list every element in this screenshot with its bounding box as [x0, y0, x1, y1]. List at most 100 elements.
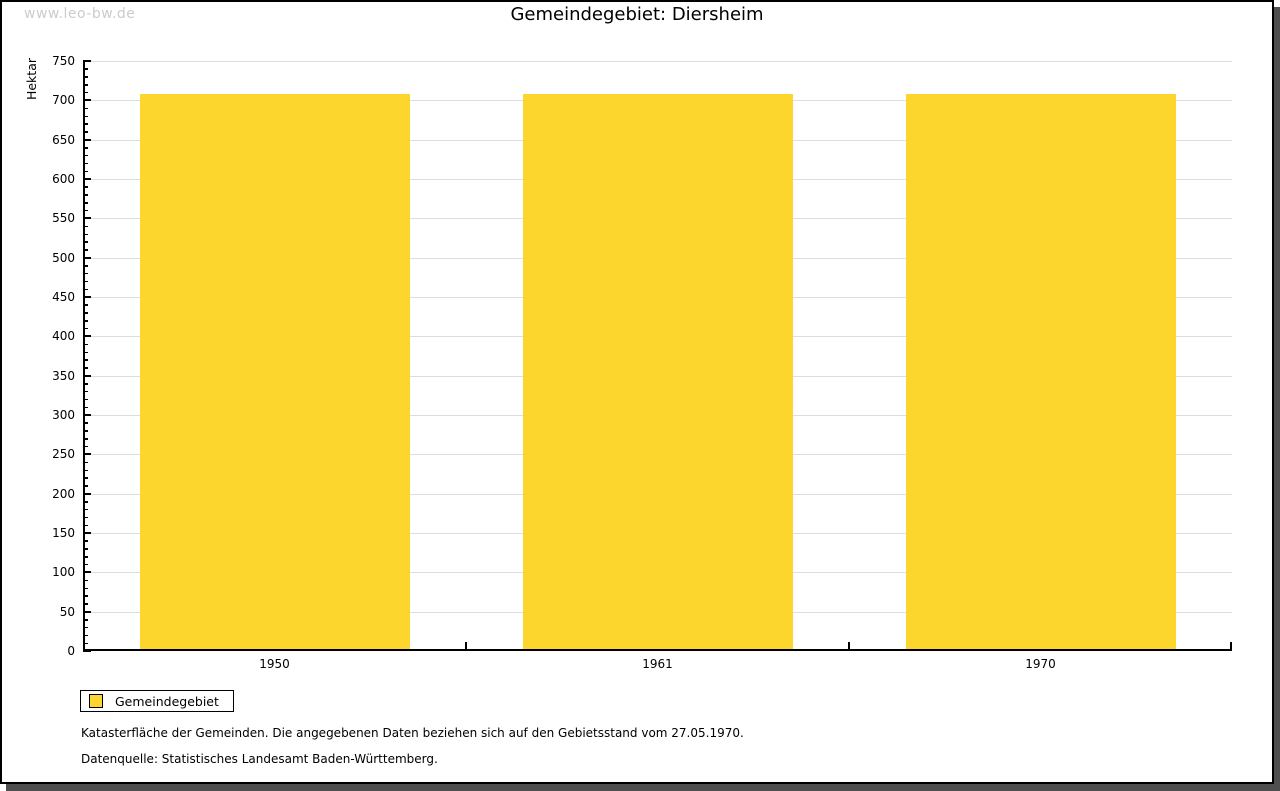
y-tick-label: 200 [52, 486, 75, 501]
y-minor-tick [83, 351, 88, 354]
y-minor-tick [83, 563, 88, 566]
x-tick-label: 1950 [259, 657, 290, 671]
y-major-tick [83, 650, 91, 652]
y-minor-tick [83, 225, 88, 228]
y-tick-label: 500 [52, 250, 75, 265]
y-minor-tick [83, 430, 88, 432]
y-tick-label: 550 [52, 211, 75, 226]
y-minor-tick [83, 516, 88, 519]
y-tick-label: 250 [52, 447, 75, 462]
y-minor-tick [83, 107, 88, 110]
y-major-tick [83, 532, 91, 534]
y-minor-tick [83, 84, 88, 86]
y-major-tick [83, 414, 91, 416]
legend-label: Gemeindegebiet [115, 693, 219, 709]
x-boundary-tick [848, 642, 850, 651]
y-major-tick [83, 99, 91, 102]
y-tick-label: 400 [52, 329, 75, 344]
y-minor-tick [83, 508, 88, 511]
y-tick-label: 50 [59, 604, 75, 619]
y-minor-tick [83, 312, 88, 314]
bar-1970 [905, 94, 1176, 651]
y-minor-tick [83, 390, 88, 393]
y-minor-tick [83, 367, 88, 369]
y-major-tick [83, 492, 91, 495]
x-tick-label: 1961 [642, 657, 673, 671]
y-minor-tick [83, 587, 88, 590]
y-major-tick [83, 217, 91, 220]
y-minor-tick [83, 595, 88, 597]
plot-area: 0 50 100 150 200 250 300 350 400 450 500 550 600 650 7… [52, 54, 1232, 671]
y-major-tick [83, 256, 91, 259]
y-minor-tick [83, 501, 88, 503]
y-minor-tick [83, 68, 88, 70]
y-major-tick [83, 60, 91, 62]
y-tick-label: 300 [52, 408, 75, 422]
x-axis-end-cap [1230, 642, 1232, 651]
y-minor-tick [83, 485, 88, 487]
footnote-description: Katasterfläche der Gemeinden. Die angege… [81, 726, 744, 740]
legend: Gemeindegebiet [80, 690, 234, 712]
y-minor-tick [83, 556, 88, 558]
y-major-tick [83, 374, 91, 377]
y-minor-tick [83, 170, 88, 173]
y-major-tick [83, 571, 91, 574]
y-minor-tick [83, 642, 88, 645]
y-minor-tick [83, 619, 88, 621]
y-major-tick [83, 178, 91, 180]
y-minor-tick [83, 272, 88, 275]
chart-title: Gemeindegebiet: Diersheim [510, 4, 764, 25]
y-tick-label: 0 [67, 644, 75, 658]
y-major-tick [83, 610, 91, 613]
y-minor-tick [83, 320, 88, 322]
y-minor-tick [83, 304, 88, 306]
y-minor-tick [83, 359, 88, 361]
y-minor-tick [83, 249, 88, 251]
y-tick-label: 450 [52, 290, 75, 304]
y-gridline [85, 61, 1232, 62]
x-axis-line [83, 649, 1232, 651]
y-minor-tick [83, 406, 88, 409]
y-minor-tick [83, 398, 88, 401]
y-minor-tick [83, 233, 88, 236]
y-major-tick [83, 335, 91, 338]
y-tick-label: 650 [52, 132, 75, 147]
y-minor-tick [83, 209, 88, 212]
y-minor-tick [83, 154, 88, 157]
y-major-tick [83, 296, 91, 298]
y-major-tick [83, 453, 91, 456]
watermark: www.leo-bw.de [24, 6, 136, 22]
y-minor-tick [83, 288, 88, 291]
y-tick-label: 700 [52, 93, 75, 108]
y-minor-tick [83, 202, 88, 204]
y-minor-tick [83, 123, 88, 125]
y-minor-tick [83, 548, 88, 550]
y-minor-tick [83, 91, 88, 94]
y-minor-tick [83, 115, 88, 118]
y-minor-tick [83, 579, 88, 582]
y-minor-tick [83, 524, 88, 527]
y-minor-tick [83, 383, 88, 385]
y-tick-label: 100 [52, 565, 75, 580]
y-minor-tick [83, 147, 88, 149]
y-minor-tick [83, 162, 88, 165]
y-minor-tick [83, 327, 88, 330]
y-tick-label: 750 [52, 54, 75, 68]
y-minor-tick [83, 186, 88, 188]
footnote-source: Datenquelle: Statistisches Landesamt Bad… [81, 752, 438, 766]
y-minor-tick [83, 422, 88, 424]
y-axis-line [83, 61, 85, 651]
y-minor-tick [83, 469, 88, 472]
legend-swatch [89, 694, 103, 708]
y-minor-tick [83, 343, 88, 346]
y-minor-tick [83, 461, 88, 464]
y-minor-tick [83, 540, 88, 542]
y-minor-tick [83, 438, 88, 440]
y-major-tick [83, 138, 91, 141]
x-boundary-tick [465, 642, 467, 651]
y-minor-tick [83, 131, 88, 133]
y-minor-tick [83, 280, 88, 283]
y-tick-label: 350 [52, 368, 75, 383]
x-tick-label: 1970 [1025, 657, 1056, 671]
